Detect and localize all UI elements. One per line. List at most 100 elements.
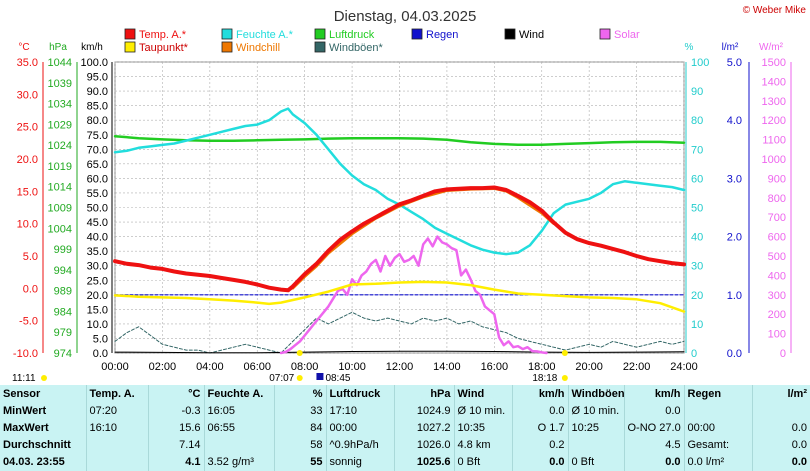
rain_lm2-tick-label: 5.0: [727, 57, 742, 69]
wind_kmh-tick-label: 45.0: [87, 217, 108, 229]
sunrise-axis-dot: [296, 350, 303, 356]
stats-header-cell: Regen: [684, 385, 753, 403]
x-tick-label: 18:00: [528, 361, 556, 373]
temp_c-tick-label: 0.0: [23, 283, 38, 295]
wind_kmh-tick-label: 15.0: [87, 304, 108, 316]
axis-unit-labels: °C hPa km/h % l/m² W/m²: [18, 42, 783, 53]
series-line-feuchte-a: [113, 107, 686, 256]
solar_wm2-tick-label: 300: [768, 290, 786, 302]
pressure_hpa-tick-label: 989: [54, 286, 72, 298]
humidity-axis-unit: %: [685, 42, 694, 53]
stats-cell: 3.52 g/m³: [204, 453, 275, 471]
legend-swatch: [314, 28, 326, 40]
legend-swatch: [314, 41, 326, 53]
stats-header-cell: Sensor: [0, 385, 87, 403]
legend-swatch: [124, 28, 136, 40]
stats-row: MinWert 07:20 -0.3 16:05 33 17:10 1024.9 Ø 10 m…: [0, 402, 810, 420]
stats-cell: 00:00: [684, 419, 753, 437]
x-tick-label: 14:00: [433, 361, 461, 373]
legend-swatch: [411, 28, 423, 40]
stats-cell: MinWert: [0, 402, 87, 420]
stats-cell: 06:55: [204, 419, 275, 437]
humidity_pct-tick-label: 80: [691, 115, 703, 127]
pressure_hpa-tick-label: 984: [54, 306, 72, 318]
wind_kmh-tick-label: 5.0: [93, 333, 108, 345]
stats-cell: 00:00: [326, 419, 395, 437]
stats-header-cell: Luftdruck: [326, 385, 395, 403]
stats-cell: MaxWert: [0, 419, 87, 437]
pressure_hpa-tick-label: 1014: [48, 182, 72, 194]
pressure_hpa-tick-label: 974: [54, 348, 72, 360]
solar_wm2-tick-label: 1500: [762, 57, 786, 69]
stats-cell: 16:05: [204, 402, 275, 420]
temp_c-tick-label: 5.0: [23, 251, 38, 263]
stats-cell: 0.0: [624, 402, 685, 420]
wind_kmh-tick-label: 75.0: [87, 130, 108, 142]
stats-header-cell: °C: [148, 385, 205, 403]
x-axis: 00:00 02:00 04:00 06:00 08:00 10:00 12:00 14:00…: [101, 361, 698, 373]
stats-cell: 17:10: [326, 402, 395, 420]
solar_wm2-tick-label: 1200: [762, 115, 786, 127]
pressure_hpa-tick-label: 1029: [48, 119, 72, 131]
legend-label: Wind: [519, 29, 544, 41]
wind_kmh-tick-label: 10.0: [87, 319, 108, 331]
solar_wm2-tick-label: 0: [780, 348, 786, 360]
wind_kmh-tick-label: 55.0: [87, 188, 108, 200]
pressure_hpa-tick-label: 1024: [48, 140, 72, 152]
pressure_hpa-tick-label: 1019: [48, 161, 72, 173]
humidity_pct-tick-label: 20: [691, 290, 703, 302]
stats-row: MaxWert 16:10 15.6 06:55 84 00:00 1027.2 10:35 O…: [0, 419, 810, 437]
x-tick-label: 02:00: [149, 361, 177, 373]
solar_wm2-tick-label: 200: [768, 309, 786, 321]
sunrise-icon: [296, 375, 303, 381]
legend-swatch: [124, 41, 136, 53]
marker-left-time: 11:11: [12, 373, 36, 384]
stats-cell: 4.8 km: [454, 436, 513, 454]
x-tick-label: 16:00: [481, 361, 509, 373]
humidity_pct-tick-label: 0: [691, 348, 697, 360]
humidity_pct-tick-label: 30: [691, 261, 703, 273]
stats-row: 04.03. 23:55 4.1 3.52 g/m³ 55 sonnig 1025.6 0 …: [0, 453, 810, 471]
x-tick-label: 12:00: [386, 361, 414, 373]
humidity_pct-tick-label: 40: [691, 232, 703, 244]
series-line-luftdruck: [113, 134, 686, 146]
stats-cell: 4.5: [624, 436, 685, 454]
stats-cell: Ø 10 min.: [568, 402, 625, 420]
legend-swatch: [504, 28, 516, 40]
pressure_hpa-tick-label: 1039: [48, 78, 72, 90]
stats-header-cell: %: [274, 385, 327, 403]
wind_kmh-tick-label: 90.0: [87, 86, 108, 98]
solar_wm2-tick-label: 400: [768, 270, 786, 282]
sunrise-time: 07:07: [269, 373, 294, 384]
x-tick-label: 08:00: [291, 361, 319, 373]
solar_wm2-tick-label: 1000: [762, 154, 786, 166]
legend-label: Regen: [426, 29, 458, 41]
pressure_hpa-tick-label: 1044: [48, 57, 72, 69]
humidity_pct-tick-label: 50: [691, 203, 703, 215]
solar_wm2-tick-label: 800: [768, 193, 786, 205]
stats-cell: 0.0: [624, 453, 685, 471]
stats-cell: 1027.2: [394, 419, 455, 437]
solar_wm2-tick-label: 700: [768, 212, 786, 224]
stats-header-cell: l/m²: [787, 387, 807, 400]
pressure_hpa-tick-label: 994: [54, 265, 72, 277]
stats-cell: 55: [274, 453, 327, 471]
solar_wm2-tick-label: 1400: [762, 76, 786, 88]
credit-text: © Weber Mike: [743, 5, 807, 16]
humidity_pct-tick-label: 70: [691, 144, 703, 156]
data-series: [113, 107, 686, 355]
chart-title: Dienstag, 04.03.2025: [334, 8, 477, 25]
stats-cell: 10:35: [454, 419, 513, 437]
sunset-time: 18:18: [532, 373, 557, 384]
temp_c-tick-label: -10.0: [13, 348, 38, 360]
temp_c-tick-label: 35.0: [17, 57, 38, 69]
wind_kmh-tick-label: 40.0: [87, 232, 108, 244]
series-line-temp-a: [113, 185, 686, 293]
series-line-taupunkt: [113, 280, 686, 313]
moon-icon: [41, 375, 47, 381]
wind_kmh-tick-label: 30.0: [87, 261, 108, 273]
stats-cell: 33: [274, 402, 327, 420]
x-tick-label: 10:00: [338, 361, 366, 373]
solar_wm2-tick-label: 1300: [762, 96, 786, 108]
